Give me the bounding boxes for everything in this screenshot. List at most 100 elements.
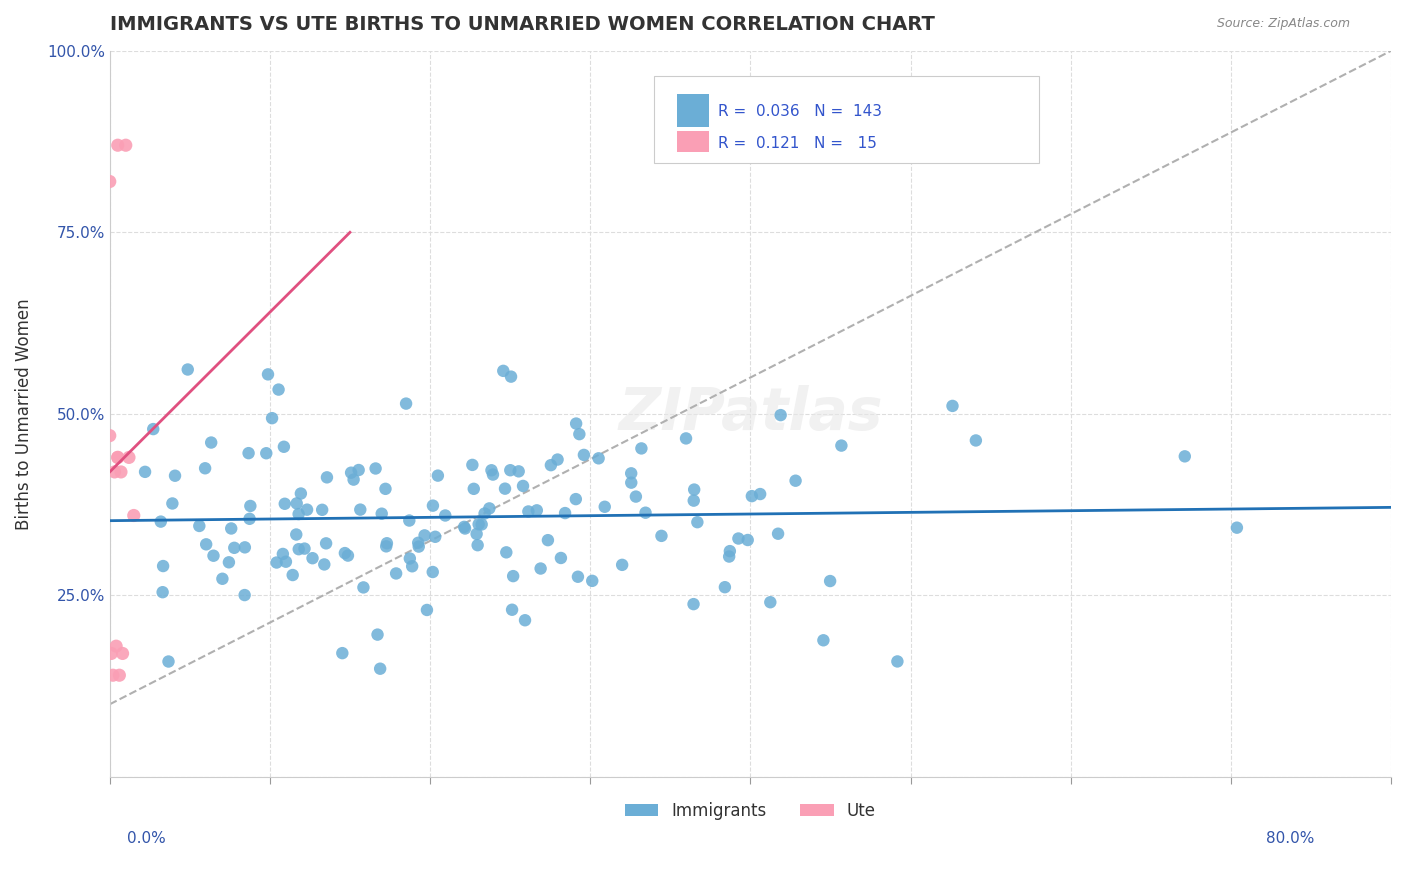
Immigrants	[634, 506, 657, 520]
Y-axis label: Births to Unmarried Women: Births to Unmarried Women	[15, 298, 32, 530]
Text: ZIPatlas: ZIPatlas	[619, 385, 883, 442]
Immigrants	[281, 568, 304, 582]
Immigrants	[512, 479, 534, 493]
Immigrants	[547, 452, 569, 467]
Text: R =  0.036   N =  143: R = 0.036 N = 143	[718, 103, 883, 119]
Immigrants	[453, 520, 475, 534]
Immigrants	[395, 396, 418, 410]
Immigrants	[285, 527, 308, 541]
Immigrants	[294, 541, 316, 556]
Immigrants	[540, 458, 562, 472]
Immigrants	[336, 549, 359, 563]
Immigrants	[177, 362, 200, 376]
Immigrants	[425, 530, 447, 544]
Ute	[98, 174, 121, 188]
Immigrants	[426, 468, 449, 483]
Immigrants	[526, 503, 548, 517]
Immigrants	[682, 493, 704, 508]
Immigrants	[492, 364, 515, 378]
Immigrants	[830, 439, 852, 453]
Immigrants	[461, 458, 484, 472]
Immigrants	[530, 561, 553, 575]
Immigrants	[271, 547, 294, 561]
Immigrants	[233, 541, 256, 555]
Immigrants	[1226, 521, 1249, 535]
Immigrants	[211, 572, 233, 586]
Immigrants	[224, 541, 246, 555]
Immigrants	[194, 461, 217, 475]
Immigrants	[285, 496, 308, 510]
Immigrants	[749, 487, 772, 501]
Immigrants	[766, 526, 789, 541]
Immigrants	[375, 539, 398, 553]
Immigrants	[422, 565, 444, 579]
Immigrants	[474, 507, 496, 521]
Immigrants	[401, 559, 423, 574]
Text: 0.0%: 0.0%	[127, 831, 166, 846]
Immigrants	[588, 451, 610, 466]
Immigrants	[364, 461, 387, 475]
Immigrants	[454, 521, 477, 535]
Immigrants	[219, 521, 242, 535]
Immigrants	[374, 482, 396, 496]
FancyBboxPatch shape	[678, 95, 710, 127]
Immigrants	[316, 470, 339, 484]
Immigrants	[163, 468, 186, 483]
Ute	[107, 138, 129, 153]
Ute	[108, 668, 131, 682]
Immigrants	[593, 500, 616, 514]
Immigrants	[471, 517, 494, 532]
Immigrants	[502, 569, 524, 583]
Immigrants	[416, 603, 439, 617]
Immigrants	[267, 383, 290, 397]
Immigrants	[162, 496, 184, 510]
Immigrants	[375, 536, 398, 550]
Immigrants	[152, 585, 174, 599]
Text: R =  0.121   N =   15: R = 0.121 N = 15	[718, 136, 877, 151]
Immigrants	[463, 482, 485, 496]
Immigrants	[581, 574, 603, 588]
Immigrants	[537, 533, 560, 548]
Ute	[110, 465, 132, 479]
Immigrants	[620, 467, 643, 481]
Immigrants	[333, 546, 356, 560]
Immigrants	[481, 463, 503, 477]
Immigrants	[157, 655, 180, 669]
Immigrants	[508, 464, 530, 478]
Immigrants	[142, 422, 165, 436]
Immigrants	[499, 463, 522, 477]
Immigrants	[759, 595, 782, 609]
Immigrants	[368, 662, 391, 676]
Immigrants	[572, 448, 595, 462]
Immigrants	[965, 434, 987, 448]
Immigrants	[290, 486, 312, 500]
Immigrants	[273, 440, 295, 454]
Immigrants	[513, 613, 536, 627]
Immigrants	[568, 427, 591, 442]
Immigrants	[686, 515, 709, 529]
Immigrants	[501, 603, 523, 617]
Immigrants	[398, 514, 420, 528]
Text: 80.0%: 80.0%	[1267, 831, 1315, 846]
Immigrants	[274, 555, 297, 569]
Immigrants	[134, 465, 156, 479]
Immigrants	[200, 435, 222, 450]
Immigrants	[349, 502, 371, 516]
FancyBboxPatch shape	[678, 131, 710, 153]
Immigrants	[683, 483, 706, 497]
Immigrants	[467, 517, 489, 532]
Immigrants	[413, 528, 436, 542]
Immigrants	[1174, 450, 1197, 464]
Immigrants	[494, 482, 516, 496]
Immigrants	[257, 368, 280, 382]
Immigrants	[813, 633, 835, 648]
Immigrants	[682, 597, 704, 611]
Immigrants	[406, 535, 429, 549]
Immigrants	[314, 558, 336, 572]
Immigrants	[567, 570, 589, 584]
Immigrants	[620, 475, 643, 490]
Immigrants	[554, 506, 576, 520]
Immigrants	[330, 646, 353, 660]
Immigrants	[385, 566, 408, 581]
Immigrants	[311, 503, 333, 517]
